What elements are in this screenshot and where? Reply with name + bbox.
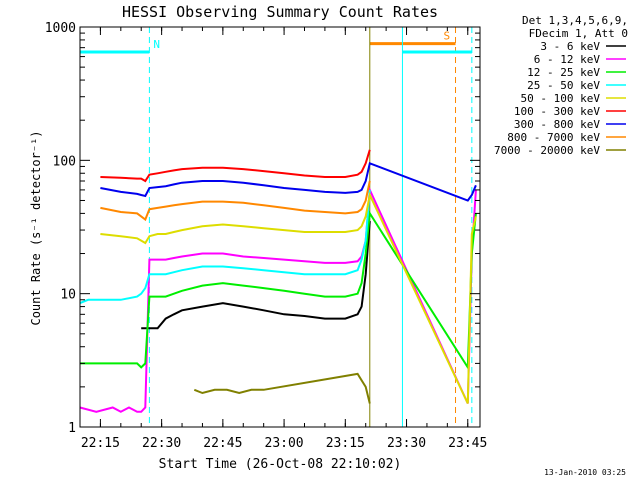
x-tick-label: 22:15 xyxy=(81,436,120,451)
chart-title: HESSI Observing Summary Count Rates xyxy=(122,3,438,21)
series-line-9 xyxy=(193,372,371,404)
footer-date: 13-Jan-2010 03:25 xyxy=(544,468,626,477)
x-axis-label: Start Time (26-Oct-08 22:10:02) xyxy=(159,457,402,472)
flag-label-S: S xyxy=(444,30,451,43)
legend-label-5: 50 - 100 keV xyxy=(521,92,601,105)
series-line-2 xyxy=(79,186,477,413)
series-line-3 xyxy=(80,210,477,371)
legend-label-2: 6 - 12 keV xyxy=(534,53,601,66)
series-line-6 xyxy=(100,149,371,183)
series-line-7 xyxy=(100,161,477,202)
x-tick-label: 22:45 xyxy=(203,436,242,451)
y-tick-label: 1000 xyxy=(45,21,76,36)
legend-label-4: 25 - 50 keV xyxy=(527,79,600,92)
plot-frame xyxy=(79,26,481,428)
legend-header-1: Det 1,3,4,5,6,9, xyxy=(522,14,628,27)
x-tick-label: 23:30 xyxy=(387,436,426,451)
series-line-5 xyxy=(100,191,477,404)
legend-label-6: 100 - 300 keV xyxy=(514,105,600,118)
legend-label-3: 12 - 25 keV xyxy=(527,66,600,79)
legend-label-1: 3 - 6 keV xyxy=(540,40,600,53)
series-line-4 xyxy=(79,189,371,305)
legend-header-2: FDecim 1, Att 0 xyxy=(529,27,628,40)
y-tick-label: 10 xyxy=(60,288,76,303)
series-line-1 xyxy=(141,221,371,330)
y-tick-label: 100 xyxy=(53,154,76,169)
x-tick-label: 22:30 xyxy=(142,436,181,451)
legend-label-8: 800 - 7000 keV xyxy=(507,131,600,144)
series-line-8 xyxy=(100,180,371,222)
data-series xyxy=(79,149,477,413)
legend-label-9: 7000 - 20000 keV xyxy=(494,144,600,157)
x-tick-label: 23:15 xyxy=(326,436,365,451)
x-tick-label: 23:45 xyxy=(448,436,487,451)
legend: Det 1,3,4,5,6,9,FDecim 1, Att 03 - 6 keV… xyxy=(494,14,628,157)
x-tick-label: 23:00 xyxy=(265,436,304,451)
legend-label-7: 300 - 800 keV xyxy=(514,118,600,131)
flag-lines: NS xyxy=(80,27,473,427)
y-tick-label: 1 xyxy=(68,421,76,436)
flag-label-N: N xyxy=(153,38,160,51)
axes: 22:15 22:30 22:45 23:00 23:15 23:30 23:45 1 10 10… xyxy=(45,21,488,451)
y-axis-label: Count Rate (s⁻¹ detector⁻¹) xyxy=(29,130,43,325)
